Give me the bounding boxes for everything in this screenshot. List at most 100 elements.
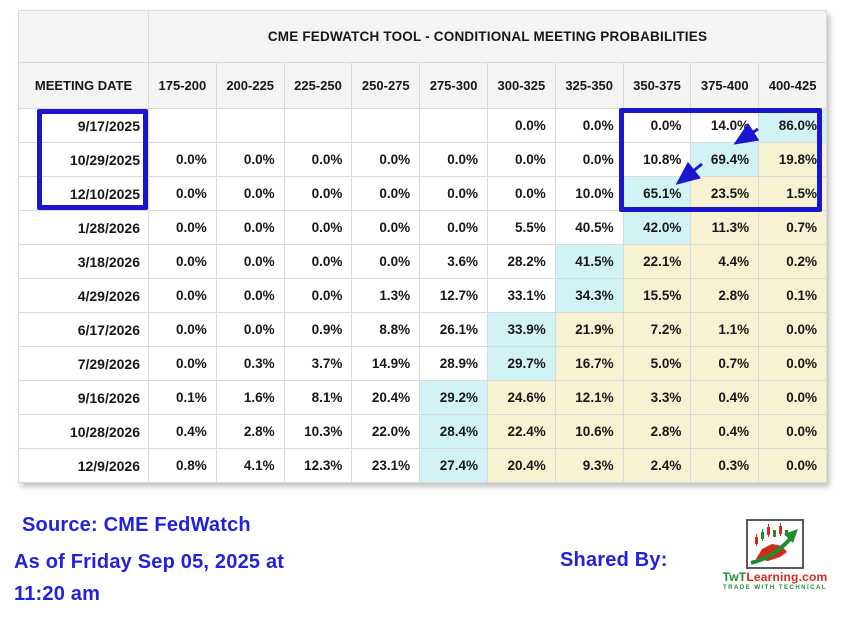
meeting-date-cell: 9/16/2026 (18, 380, 149, 415)
meeting-date-cell: 10/28/2026 (18, 414, 149, 449)
probability-cell: 0.0% (215, 312, 285, 347)
table-title-row: CME FEDWATCH TOOL - CONDITIONAL MEETING … (18, 10, 827, 63)
table-row: 1/28/2026 0.0% 0.0% 0.0% 0.0% 0.0% 5.5% 40.5% 42… (18, 210, 827, 245)
probability-cell: 19.8% (758, 142, 827, 177)
probability-cell: 28.9% (419, 346, 488, 381)
meeting-date-header: MEETING DATE (18, 62, 149, 109)
probability-cell: 0.0% (283, 142, 353, 177)
probability-cell: 0.0% (283, 278, 353, 313)
table-row: 9/16/2026 0.1% 1.6% 8.1% 20.4% 29.2% 24.6% 12.1… (18, 380, 827, 415)
probability-cell: 0.0% (283, 244, 353, 279)
twtlearning-logo: TwTLearning.com TRADE WITH TECHNICAL (710, 519, 840, 591)
probability-cell: 65.1% (622, 176, 692, 211)
probability-cell: 4.4% (690, 244, 760, 279)
probability-cell: 0.0% (148, 142, 217, 177)
column-header-row: MEETING DATE 175-200 200-225 225-250 250-27… (18, 62, 827, 109)
probability-cell: 10.8% (622, 142, 692, 177)
probability-cell: 0.3% (690, 448, 760, 483)
as-of-text-line2: 11:20 am (14, 583, 101, 605)
meeting-date-cell: 9/17/2025 (18, 108, 149, 143)
table-row: 3/18/2026 0.0% 0.0% 0.0% 0.0% 3.6% 28.2% 41.5% 2… (18, 244, 827, 279)
probability-cell: 2.8% (622, 414, 692, 449)
probability-cell: 0.0% (148, 176, 217, 211)
probability-cell: 2.8% (215, 414, 285, 449)
probability-cell: 5.5% (486, 210, 556, 245)
probability-cell: 20.4% (486, 448, 556, 483)
probability-cell: 12.1% (554, 380, 624, 415)
probability-cell: 26.1% (419, 312, 488, 347)
probability-cell: 0.0% (758, 312, 827, 347)
probability-cell: 7.2% (622, 312, 692, 347)
logo-brand-green: TwT (722, 570, 747, 584)
probability-cell: 4.1% (215, 448, 285, 483)
table-row: 12/10/2025 0.0% 0.0% 0.0% 0.0% 0.0% 0.0% 10.0% 6… (18, 176, 827, 211)
table-row: 7/29/2026 0.0% 0.3% 3.7% 14.9% 28.9% 29.7% 16.7… (18, 346, 827, 381)
probability-cell: 1.1% (690, 312, 760, 347)
probability-cell: 1.3% (351, 278, 421, 313)
probability-cell: 0.2% (758, 244, 827, 279)
rate-range-header: 250-275 (351, 62, 421, 109)
logo-image (746, 519, 804, 569)
probability-cell: 0.0% (351, 176, 421, 211)
probability-cell: 3.3% (622, 380, 692, 415)
probability-cell: 8.1% (283, 380, 353, 415)
probability-cell: 0.0% (148, 244, 217, 279)
probability-cell: 24.6% (486, 380, 556, 415)
probability-cell: 0.0% (148, 278, 217, 313)
probability-cell: 0.1% (148, 380, 217, 415)
table-row: 9/17/2025 0.0% 0.0% 0.0% 14.0% 86.0% (18, 108, 827, 143)
probability-cell: 0.0% (554, 142, 624, 177)
probability-cell: 0.0% (419, 210, 488, 245)
probability-cell: 28.4% (419, 414, 488, 449)
meeting-date-cell: 3/18/2026 (18, 244, 149, 279)
probability-cell: 0.0% (351, 244, 421, 279)
logo-tagline: TRADE WITH TECHNICAL (723, 585, 827, 591)
probability-cell: 12.3% (283, 448, 353, 483)
probability-cell: 22.4% (486, 414, 556, 449)
probability-cell: 42.0% (622, 210, 692, 245)
probability-cell: 22.1% (622, 244, 692, 279)
probability-cell: 1.5% (758, 176, 827, 211)
meeting-date-cell: 10/29/2025 (18, 142, 149, 177)
meeting-date-cell: 12/10/2025 (18, 176, 149, 211)
probability-cell: 3.7% (283, 346, 353, 381)
table-row: 4/29/2026 0.0% 0.0% 0.0% 1.3% 12.7% 33.1% 34.3%… (18, 278, 827, 313)
probability-cell: 22.0% (351, 414, 421, 449)
meeting-date-cell: 6/17/2026 (18, 312, 149, 347)
probability-cell: 0.1% (758, 278, 827, 313)
fedwatch-probability-table: CME FEDWATCH TOOL - CONDITIONAL MEETING … (18, 10, 827, 483)
rate-range-header: 300-325 (486, 62, 556, 109)
probability-cell: 0.3% (215, 346, 285, 381)
rate-range-header: 200-225 (215, 62, 285, 109)
probability-cell: 16.7% (554, 346, 624, 381)
probability-cell: 0.0% (351, 210, 421, 245)
probability-cell: 3.6% (419, 244, 488, 279)
probability-cell: 11.3% (690, 210, 760, 245)
probability-cell: 9.3% (554, 448, 624, 483)
probability-cell: 69.4% (690, 142, 760, 177)
meeting-date-cell: 4/29/2026 (18, 278, 149, 313)
probability-cell: 0.0% (283, 210, 353, 245)
probability-cell: 0.7% (690, 346, 760, 381)
probability-cell: 86.0% (758, 108, 827, 143)
probability-cell: 20.4% (351, 380, 421, 415)
table-row: 10/28/2026 0.4% 2.8% 10.3% 22.0% 28.4% 22.4% 10… (18, 414, 827, 449)
table-row: 10/29/2025 0.0% 0.0% 0.0% 0.0% 0.0% 0.0% 0.0% 10… (18, 142, 827, 177)
probability-cell: 0.0% (148, 346, 217, 381)
rate-range-header: 325-350 (554, 62, 624, 109)
probability-cell (215, 108, 285, 143)
probability-cell: 21.9% (554, 312, 624, 347)
probability-cell: 0.0% (283, 176, 353, 211)
probability-cell: 0.0% (215, 244, 285, 279)
shared-by-label: Shared By: (560, 549, 668, 571)
probability-cell: 34.3% (554, 278, 624, 313)
probability-cell: 0.8% (148, 448, 217, 483)
probability-cell (351, 108, 421, 143)
rate-range-header: 225-250 (283, 62, 353, 109)
probability-cell: 0.4% (148, 414, 217, 449)
probability-cell: 8.8% (351, 312, 421, 347)
probability-cell: 0.9% (283, 312, 353, 347)
probability-cell: 0.7% (758, 210, 827, 245)
probability-cell: 29.2% (419, 380, 488, 415)
probability-cell: 0.0% (486, 176, 556, 211)
